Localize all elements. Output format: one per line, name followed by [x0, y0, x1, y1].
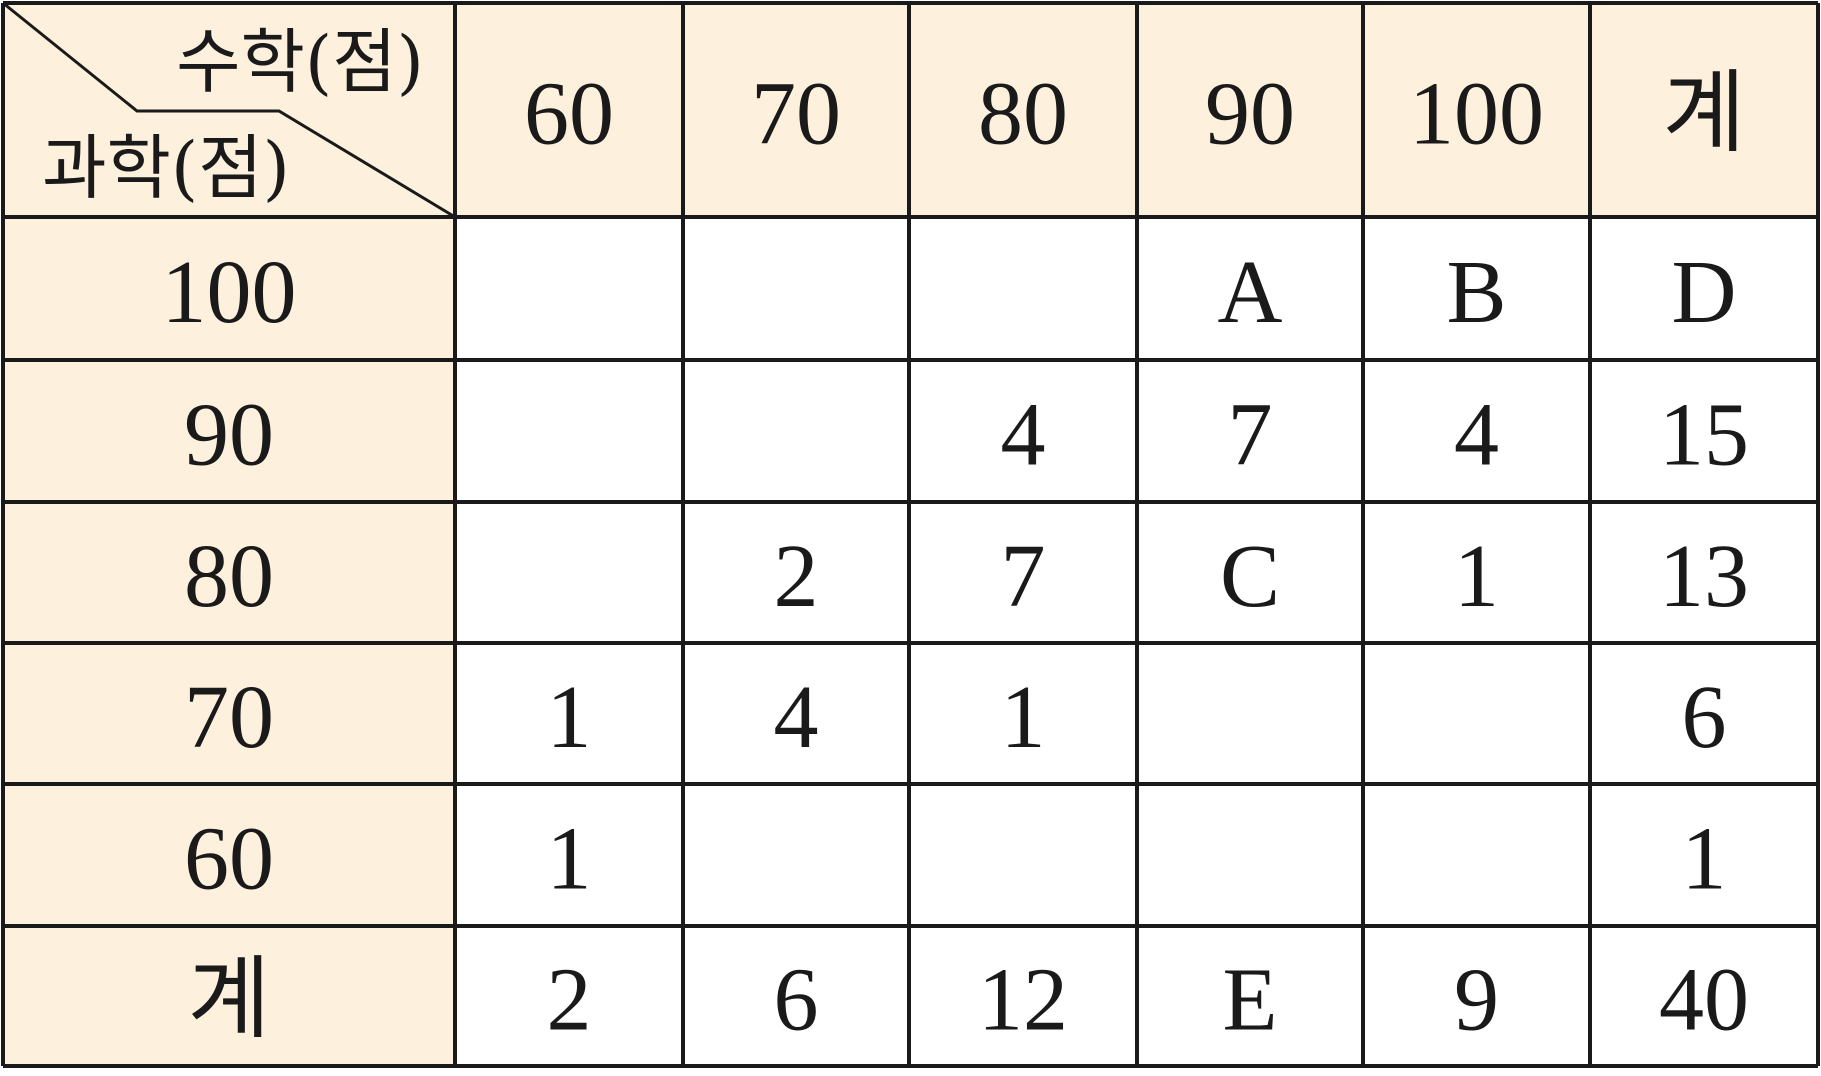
- column-header: 계: [1663, 65, 1746, 164]
- cell-value: A: [1218, 243, 1283, 342]
- cell-value: 6: [1682, 668, 1727, 767]
- cell-value: 1: [1682, 810, 1727, 909]
- cell-value: B: [1446, 243, 1506, 342]
- cell-value: 7: [1001, 527, 1046, 626]
- row-header: 100: [162, 243, 297, 342]
- cell-value: 12: [978, 951, 1068, 1050]
- corner-bottom-label: 과학(점): [42, 127, 290, 209]
- column-header: 80: [978, 65, 1068, 164]
- cell-value: 4: [774, 668, 819, 767]
- cell-value: 1: [547, 668, 592, 767]
- row-header: 70: [184, 668, 274, 767]
- row-header: 90: [184, 386, 274, 485]
- cell-value: D: [1672, 243, 1737, 342]
- row-header: 60: [184, 810, 274, 909]
- cell-value: 2: [547, 951, 592, 1050]
- column-header: 60: [524, 65, 614, 164]
- column-header: 70: [751, 65, 841, 164]
- cell-value: 7: [1228, 386, 1273, 485]
- cell-value: 1: [547, 810, 592, 909]
- header-col-bg: [3, 3, 455, 1066]
- cell-value: 13: [1659, 527, 1749, 626]
- cell-value: 15: [1659, 386, 1749, 485]
- row-header: 80: [184, 527, 274, 626]
- cell-value: 9: [1454, 951, 1499, 1050]
- cell-value: 1: [1001, 668, 1046, 767]
- cell-value: 2: [774, 527, 819, 626]
- column-header: 100: [1409, 65, 1544, 164]
- cell-value: 4: [1001, 386, 1046, 485]
- cell-value: E: [1223, 951, 1278, 1050]
- row-header: 계: [188, 951, 271, 1050]
- cell-value: C: [1220, 527, 1280, 626]
- corner-top-label: 수학(점): [176, 21, 424, 103]
- cell-value: 1: [1454, 527, 1499, 626]
- cell-value: 40: [1659, 951, 1749, 1050]
- cell-value: 6: [774, 951, 819, 1050]
- column-header: 90: [1205, 65, 1295, 164]
- corner-diagonal: [2, 1, 456, 219]
- cell-value: 4: [1454, 386, 1499, 485]
